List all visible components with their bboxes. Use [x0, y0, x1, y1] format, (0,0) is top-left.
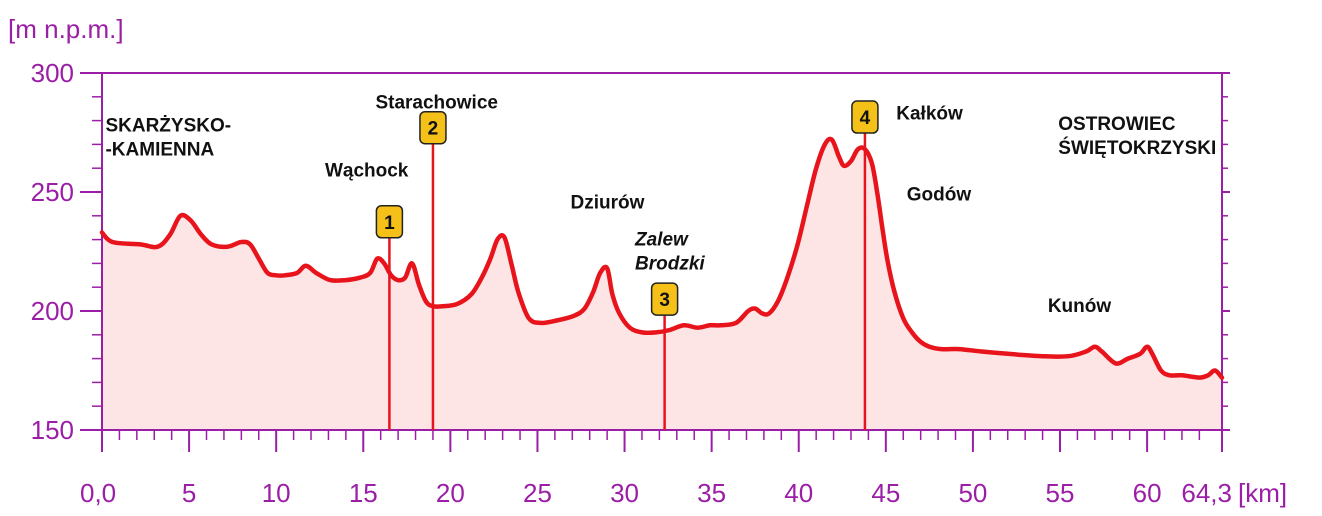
y-axis-label: [m n.p.m.] — [8, 14, 124, 44]
place-label: ŚWIĘTOKRZYSKI — [1058, 137, 1216, 159]
x-tick-label: 20 — [436, 478, 465, 508]
place-label: Kunów — [1048, 296, 1112, 317]
x-tick-label: 64,3 — [1181, 478, 1232, 508]
waypoint-marker-layer: 1 2 3 4 — [375, 100, 879, 430]
elevation-area — [102, 138, 1222, 430]
waypoint-marker-label: 1 — [384, 213, 395, 234]
x-tick-label: 25 — [523, 478, 552, 508]
x-tick-label: 40 — [784, 478, 813, 508]
place-label: Kałków — [896, 103, 963, 124]
y-tick-label: 250 — [31, 177, 74, 207]
x-tick-label: 30 — [610, 478, 639, 508]
waypoint-marker-label: 4 — [860, 108, 871, 129]
x-tick-label: 50 — [958, 478, 987, 508]
place-label: -KAMIENNA — [105, 139, 214, 160]
axes-layer: 300 250 200 150 0,0 5 10 15 20 25 30 35 40 45 50 55 60 64… — [31, 58, 1232, 508]
place-label: SKARŻYSKO- — [105, 115, 231, 136]
place-label: Zalew — [634, 230, 689, 251]
x-tick-label: 0,0 — [80, 478, 116, 508]
x-tick-label: 35 — [697, 478, 726, 508]
waypoint-marker-box — [419, 110, 447, 145]
y-tick-label: 300 — [31, 58, 74, 88]
waypoint-marker-label: 3 — [659, 290, 670, 311]
elevation-line — [99, 136, 1225, 380]
y-tick-label: 150 — [31, 415, 74, 445]
x-tick-label: 10 — [262, 478, 291, 508]
elevation-line-layer — [99, 136, 1225, 380]
x-tick-label: 15 — [349, 478, 378, 508]
place-label-layer: SKARŻYSKO- -KAMIENNA Starachowice Wąchock Dz… — [105, 93, 1216, 317]
place-label: Brodzki — [635, 254, 705, 275]
elevation-area-layer — [102, 138, 1222, 430]
waypoint-marker-box — [650, 282, 679, 316]
place-label: Dziurów — [571, 193, 645, 214]
place-label: Godów — [907, 184, 972, 205]
x-tick-label: 45 — [871, 478, 900, 508]
plot-frame — [101, 72, 1223, 431]
waypoint-marker-box — [851, 100, 879, 134]
place-label: Wąchock — [325, 161, 409, 182]
y-tick-label: 200 — [31, 296, 74, 326]
x-axis-label: [km] — [1238, 478, 1287, 508]
waypoint-marker-label: 2 — [428, 119, 439, 140]
waypoint-marker-box — [375, 205, 404, 239]
place-label: OSTROWIEC — [1058, 114, 1175, 135]
x-tick-label: 55 — [1046, 478, 1075, 508]
x-tick-label: 5 — [182, 478, 196, 508]
place-label: Starachowice — [375, 93, 498, 114]
x-tick-label: 60 — [1133, 478, 1162, 508]
